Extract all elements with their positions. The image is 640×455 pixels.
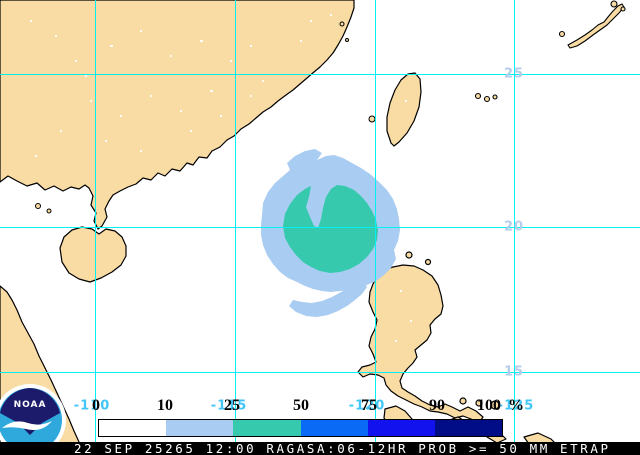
prob-shading-core <box>283 185 378 273</box>
lat-label-15: 15 <box>503 364 525 380</box>
colorbar-tick-50: 50 <box>293 397 309 414</box>
noaa-logo: NOAA <box>0 384 66 455</box>
landmass-china <box>0 0 355 230</box>
lon-label-115: -115 <box>210 398 248 414</box>
noaa-logo-text: NOAA <box>14 400 47 410</box>
noaa-logo-gull-icon <box>2 421 52 430</box>
colorbar-segment-50-75 <box>300 420 368 436</box>
colorbar-tick-75: 75 <box>361 397 377 414</box>
colorbar-tick-0: 0 <box>92 397 100 414</box>
colorbar-segment-90-100 <box>434 420 503 436</box>
landmass-hainan <box>59 226 127 283</box>
colorbar-tick-100: 100 <box>477 397 501 414</box>
land-speckles <box>30 14 412 342</box>
colorbar-tick-10: 10 <box>157 397 173 414</box>
landmass-ryukyu <box>474 0 626 103</box>
colorbar-tick-90: 90 <box>429 397 445 414</box>
colorbar-segment-75-90 <box>367 420 435 436</box>
lat-label-25: 25 <box>503 66 525 82</box>
colorbar-tick-25: 25 <box>224 397 240 414</box>
product-status-text: 22 SEP 25265 12:00 RAGASA:06-12HR PROB >… <box>74 441 611 455</box>
landmass-taiwan <box>386 72 422 147</box>
lat-label-20: 20 <box>503 219 525 235</box>
rain-probability-blob <box>261 149 400 317</box>
lon-label-120: -120 <box>348 398 386 414</box>
probability-colorbar <box>98 419 503 437</box>
status-bar: 22 SEP 25265 12:00 RAGASA:06-12HR PROB >… <box>0 442 640 455</box>
prob-shading-tail <box>289 281 367 317</box>
colorbar-unit-percent: % <box>508 397 524 414</box>
noaa-logo-sky <box>0 388 60 435</box>
colorbar-segment-0-10 <box>99 420 167 436</box>
lon-label-110: -110 <box>73 398 111 414</box>
colorbar-segment-10-25 <box>166 420 234 436</box>
lon-label-125: -125 <box>497 398 535 414</box>
colorbar-segment-25-50 <box>233 420 301 436</box>
gridlines <box>0 0 640 442</box>
